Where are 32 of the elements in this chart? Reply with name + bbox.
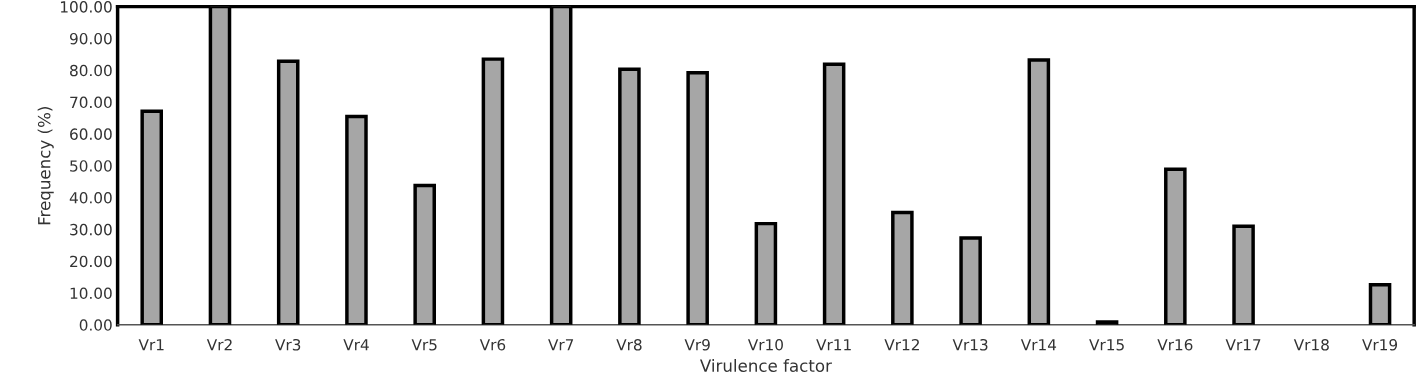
y-tick-label: 50.00 [70,160,112,172]
y-tick-label: 20.00 [70,255,112,268]
y-tick-label: 100.00 [60,1,112,13]
y-tick-label: 90.00 [69,32,112,45]
x-tick-label: Vr18 [1293,338,1329,351]
y-tick-label: 70.00 [70,96,112,109]
x-tick-label: Vr13 [952,338,988,351]
y-tick-label: 40.00 [69,192,112,204]
x-tick-label: Vr15 [1089,339,1124,351]
x-tick-label: Vr3 [275,338,301,351]
x-tick-label: Vr10 [747,338,783,351]
y-tick-label: 10.00 [70,287,112,300]
x-tick-label: Vr16 [1157,338,1193,351]
x-tick-label: Vr12 [884,338,919,351]
y-tick-label: 80.00 [70,64,112,77]
x-tick-label: Vr9 [684,338,710,351]
x-tick-label: Vr1 [138,339,164,351]
y-axis-title: Frequency (%) [37,107,54,225]
y-tick-label: 30.00 [70,223,112,236]
x-tick-label: Vr2 [206,338,232,351]
x-tick-label: Vr7 [548,339,574,351]
x-tick-label: Vr4 [343,339,369,351]
x-tick-label: Vr11 [816,339,851,351]
x-tick-label: Vr19 [1362,338,1398,351]
y-tick-label: 60.00 [70,128,112,140]
y-tick-label: 0.00 [79,319,112,331]
x-tick-label: Vr17 [1225,339,1261,351]
x-tick-label: Vr5 [411,339,437,351]
x-tick-label: Vr8 [616,338,642,351]
x-axis-title: Virulence factor [699,359,832,372]
x-tick-label: Vr6 [479,338,506,351]
x-tick-label: Vr14 [1020,339,1057,351]
